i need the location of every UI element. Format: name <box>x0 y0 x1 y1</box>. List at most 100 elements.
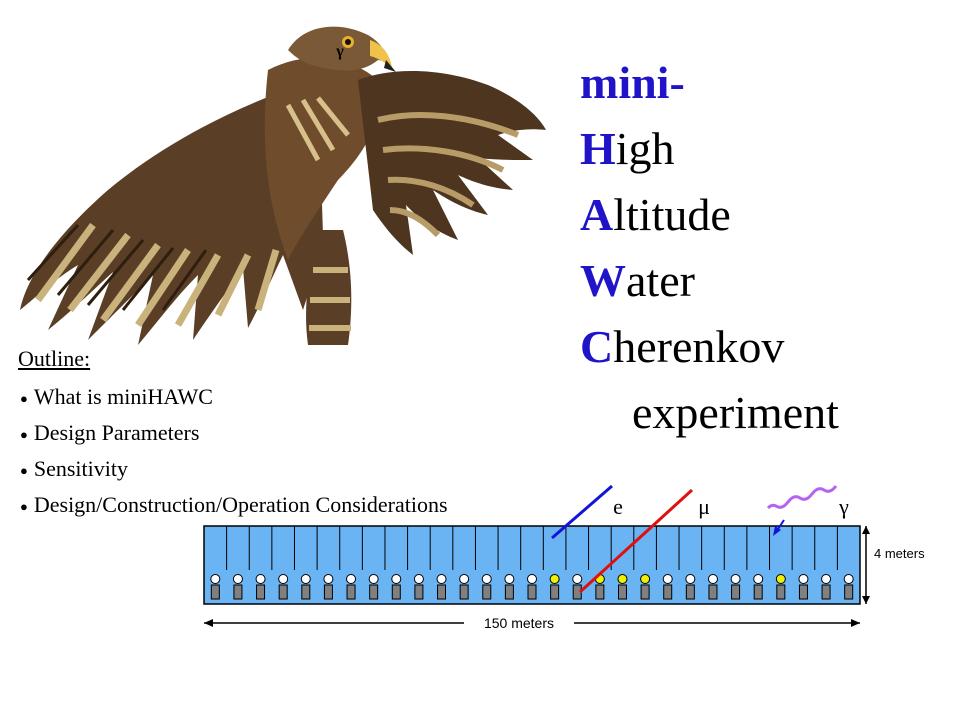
title-block: mini- High Altitude Water Cherenkov expe… <box>580 50 839 446</box>
pmt <box>662 574 673 584</box>
height-arrow-top <box>862 526 870 534</box>
pmt-base <box>391 584 401 600</box>
electron-label: e <box>613 494 623 519</box>
hawk-gamma-label: γ <box>335 43 344 60</box>
pmt <box>278 574 289 584</box>
outline-item-label: What is miniHAWC <box>33 384 213 409</box>
title-rest: herenkov <box>613 321 785 372</box>
width-arrow-left <box>204 619 213 627</box>
muon-label: μ <box>698 494 710 519</box>
outline-list: ● What is miniHAWC ● Design Parameters ● Se… <box>18 380 448 524</box>
pmt-base <box>821 584 831 600</box>
title-line-water: Water <box>580 248 839 314</box>
pmt-base <box>256 584 266 600</box>
gamma-track <box>766 485 838 510</box>
hawk-illustration: γ <box>20 26 546 345</box>
pmt <box>798 574 809 584</box>
pmt <box>527 574 537 584</box>
pmt-base <box>685 584 695 600</box>
pmt-base <box>482 584 492 600</box>
pmt-base <box>640 584 650 600</box>
title-initial: H <box>580 123 616 174</box>
muon-track <box>578 488 694 594</box>
outline-item-label: Design/Construction/Operation Considerat… <box>33 491 448 517</box>
bullet-icon: ● <box>20 426 28 442</box>
pmt-base <box>731 584 741 600</box>
pmt <box>685 574 696 584</box>
pmt-hit <box>549 574 560 584</box>
width-label: 150 meters <box>484 615 554 631</box>
title-line-altitude: Altitude <box>580 182 839 248</box>
outline-item: ● Design Parameters <box>18 416 448 452</box>
pmt-base <box>459 584 469 600</box>
title-line-high: High <box>580 116 839 182</box>
outline-item-label: Design Parameters <box>33 419 200 445</box>
height-arrow-bottom <box>862 596 870 604</box>
title-initial: W <box>580 255 626 306</box>
pmt-base <box>346 584 356 600</box>
title-initial: A <box>580 189 614 240</box>
hawk-icon <box>20 26 546 345</box>
bullet-icon: ● <box>20 498 28 514</box>
pmt <box>210 574 221 584</box>
pmt <box>346 574 357 584</box>
title-line-experiment: experiment <box>632 387 839 438</box>
outline-item: ● Sensitivity <box>18 452 448 488</box>
pmt <box>391 574 402 584</box>
pmt <box>730 574 741 584</box>
pmt <box>413 574 424 584</box>
title-initial: C <box>580 321 614 372</box>
pmt <box>504 574 515 584</box>
pmt-base <box>595 584 605 600</box>
pmt <box>843 574 854 584</box>
title-rest: ater <box>626 255 695 306</box>
electron-track <box>551 484 613 540</box>
pmt-base <box>617 584 627 600</box>
pmt-base <box>708 584 718 600</box>
width-arrow-right <box>851 619 860 627</box>
gamma-arrow-head <box>773 526 781 536</box>
title-rest: ltitude <box>613 189 731 240</box>
detector-diagram: e μ γ 4 meters 150 meters <box>203 484 925 631</box>
pmt <box>232 574 243 584</box>
pmt <box>753 574 764 584</box>
pmt <box>368 574 379 584</box>
title-line-cherenkov: Cherenkov <box>580 314 839 380</box>
pmt <box>436 574 447 584</box>
pmt-base <box>369 584 379 600</box>
pmt-base <box>550 584 560 600</box>
pmt-base <box>663 584 673 600</box>
pmt <box>707 574 718 584</box>
pmt <box>572 574 583 584</box>
title-line-mini: mini- <box>580 57 685 108</box>
outline-item: ● What is miniHAWC <box>18 380 448 416</box>
pmt-base <box>437 584 447 600</box>
pmt-base <box>278 584 288 600</box>
pmt-hit <box>617 574 628 584</box>
pmt-base <box>776 584 786 600</box>
outline-item: ● Design/Construction/Operation Considera… <box>18 488 448 524</box>
pmt-base <box>753 584 763 600</box>
pmt <box>323 574 334 584</box>
pmt-base <box>798 584 808 600</box>
pmt-base <box>210 584 220 600</box>
pmt <box>481 574 492 584</box>
pmt-hit <box>775 574 786 584</box>
height-label: 4 meters <box>874 546 925 561</box>
pmt-base <box>504 584 514 600</box>
pmt-base <box>414 584 424 600</box>
pmt <box>300 574 311 584</box>
bullet-icon: ● <box>20 462 28 478</box>
pmt <box>459 574 470 584</box>
outline-heading: Outline: <box>18 346 91 371</box>
gamma-label: γ <box>838 494 849 519</box>
title-rest: igh <box>615 123 675 174</box>
outline-item-label: Sensitivity <box>33 455 128 481</box>
pmt-hit <box>640 574 651 584</box>
bullet-icon: ● <box>20 390 28 406</box>
pmt-base <box>527 584 537 600</box>
pmt <box>821 574 832 584</box>
outline-section: Outline: ● What is miniHAWC ● Design Param… <box>18 344 448 524</box>
pmt <box>255 574 266 584</box>
pmt-base <box>233 584 243 600</box>
